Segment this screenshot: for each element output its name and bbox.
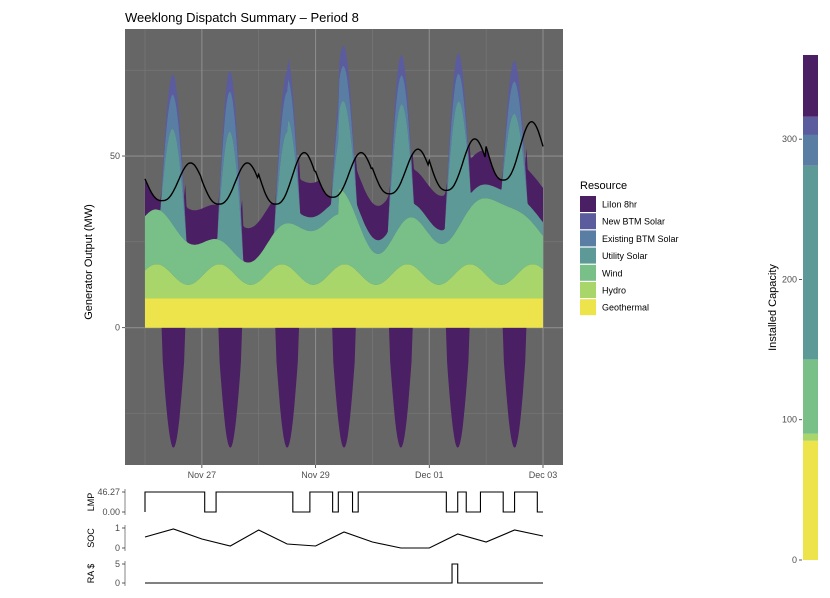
resource-legend: Resource LiIon 8hr New BTM Solar Existing … <box>580 180 679 316</box>
sub-axis-title: LMP <box>86 493 96 512</box>
load-line <box>144 120 544 205</box>
capacity-bar-segment <box>803 440 818 560</box>
y-tick-label: 50 <box>110 151 120 161</box>
sub-y-tick-label: 0 <box>115 578 120 588</box>
y-tick-label: 0 <box>115 323 120 333</box>
lmp-panel: 46.27 0.00 LMP <box>86 487 543 517</box>
legend-swatch <box>580 213 596 230</box>
capacity-bar-segment <box>803 134 818 166</box>
capacity-y-tick-label: 300 <box>782 134 797 144</box>
sub-y-tick-label: 0.00 <box>102 507 120 517</box>
legend-label: Existing BTM Solar <box>602 234 679 244</box>
sub-series-line <box>144 491 543 513</box>
installed-capacity-panel: 0 100 200 300 Installed Capacity <box>767 55 818 565</box>
capacity-bar-segment <box>803 55 818 117</box>
capacity-bar-segment <box>803 359 818 434</box>
sub-axis-title: RA $ <box>86 564 96 584</box>
sub-y-tick-label: 46.27 <box>97 487 120 497</box>
x-tick-label: Nov 29 <box>301 470 330 480</box>
sub-series-line <box>145 563 543 584</box>
area-wind <box>145 188 543 285</box>
legend-label: LiIon 8hr <box>602 200 637 210</box>
area-liion-charging <box>145 327 543 448</box>
chart-title: Weeklong Dispatch Summary – Period 8 <box>125 10 359 25</box>
dispatch-areas <box>145 45 543 448</box>
sub-series-line <box>144 528 544 549</box>
capacity-y-tick-label: 0 <box>792 555 797 565</box>
legend-swatch <box>580 264 596 281</box>
legend-label: New BTM Solar <box>602 217 665 227</box>
x-tick-label: Dec 03 <box>529 470 558 480</box>
sub-y-tick-label: 1 <box>115 523 120 533</box>
soc-panel: 1 0 SOC <box>86 523 544 553</box>
legend-swatch <box>580 230 596 247</box>
area-geothermal <box>145 298 543 328</box>
ra-panel: 5 0 RA $ <box>86 559 543 588</box>
legend-label: Wind <box>602 268 623 278</box>
legend-title: Resource <box>580 180 627 192</box>
area-hydro <box>145 264 543 299</box>
legend-swatch <box>580 247 596 264</box>
dispatch-plot-panel: 0 50 Nov 27 Nov 29 Dec 01 Dec 03 <box>110 29 563 480</box>
area-liion-discharge <box>145 45 543 263</box>
sub-y-tick-label: 5 <box>115 559 120 569</box>
legend-swatch <box>580 299 596 316</box>
capacity-bar-segment <box>803 116 818 135</box>
capacity-bar-segment <box>803 433 818 441</box>
legend-swatch <box>580 282 596 298</box>
capacity-bar-segment <box>803 165 818 360</box>
capacity-axis-title: Installed Capacity <box>767 264 779 351</box>
legend-swatch <box>580 196 596 212</box>
x-tick-label: Dec 01 <box>415 470 444 480</box>
capacity-y-tick-label: 100 <box>782 415 797 425</box>
legend-label: Hydro <box>602 286 626 296</box>
sub-y-tick-label: 0 <box>115 543 120 553</box>
area-utility-solar <box>145 101 543 263</box>
x-tick-label: Nov 27 <box>188 470 217 480</box>
legend-label: Utility Solar <box>602 251 648 261</box>
sub-axis-title: SOC <box>86 528 96 548</box>
legend-label: Geothermal <box>602 303 649 313</box>
capacity-y-tick-label: 200 <box>782 274 797 284</box>
y-axis-title: Generator Output (MW) <box>83 204 95 320</box>
